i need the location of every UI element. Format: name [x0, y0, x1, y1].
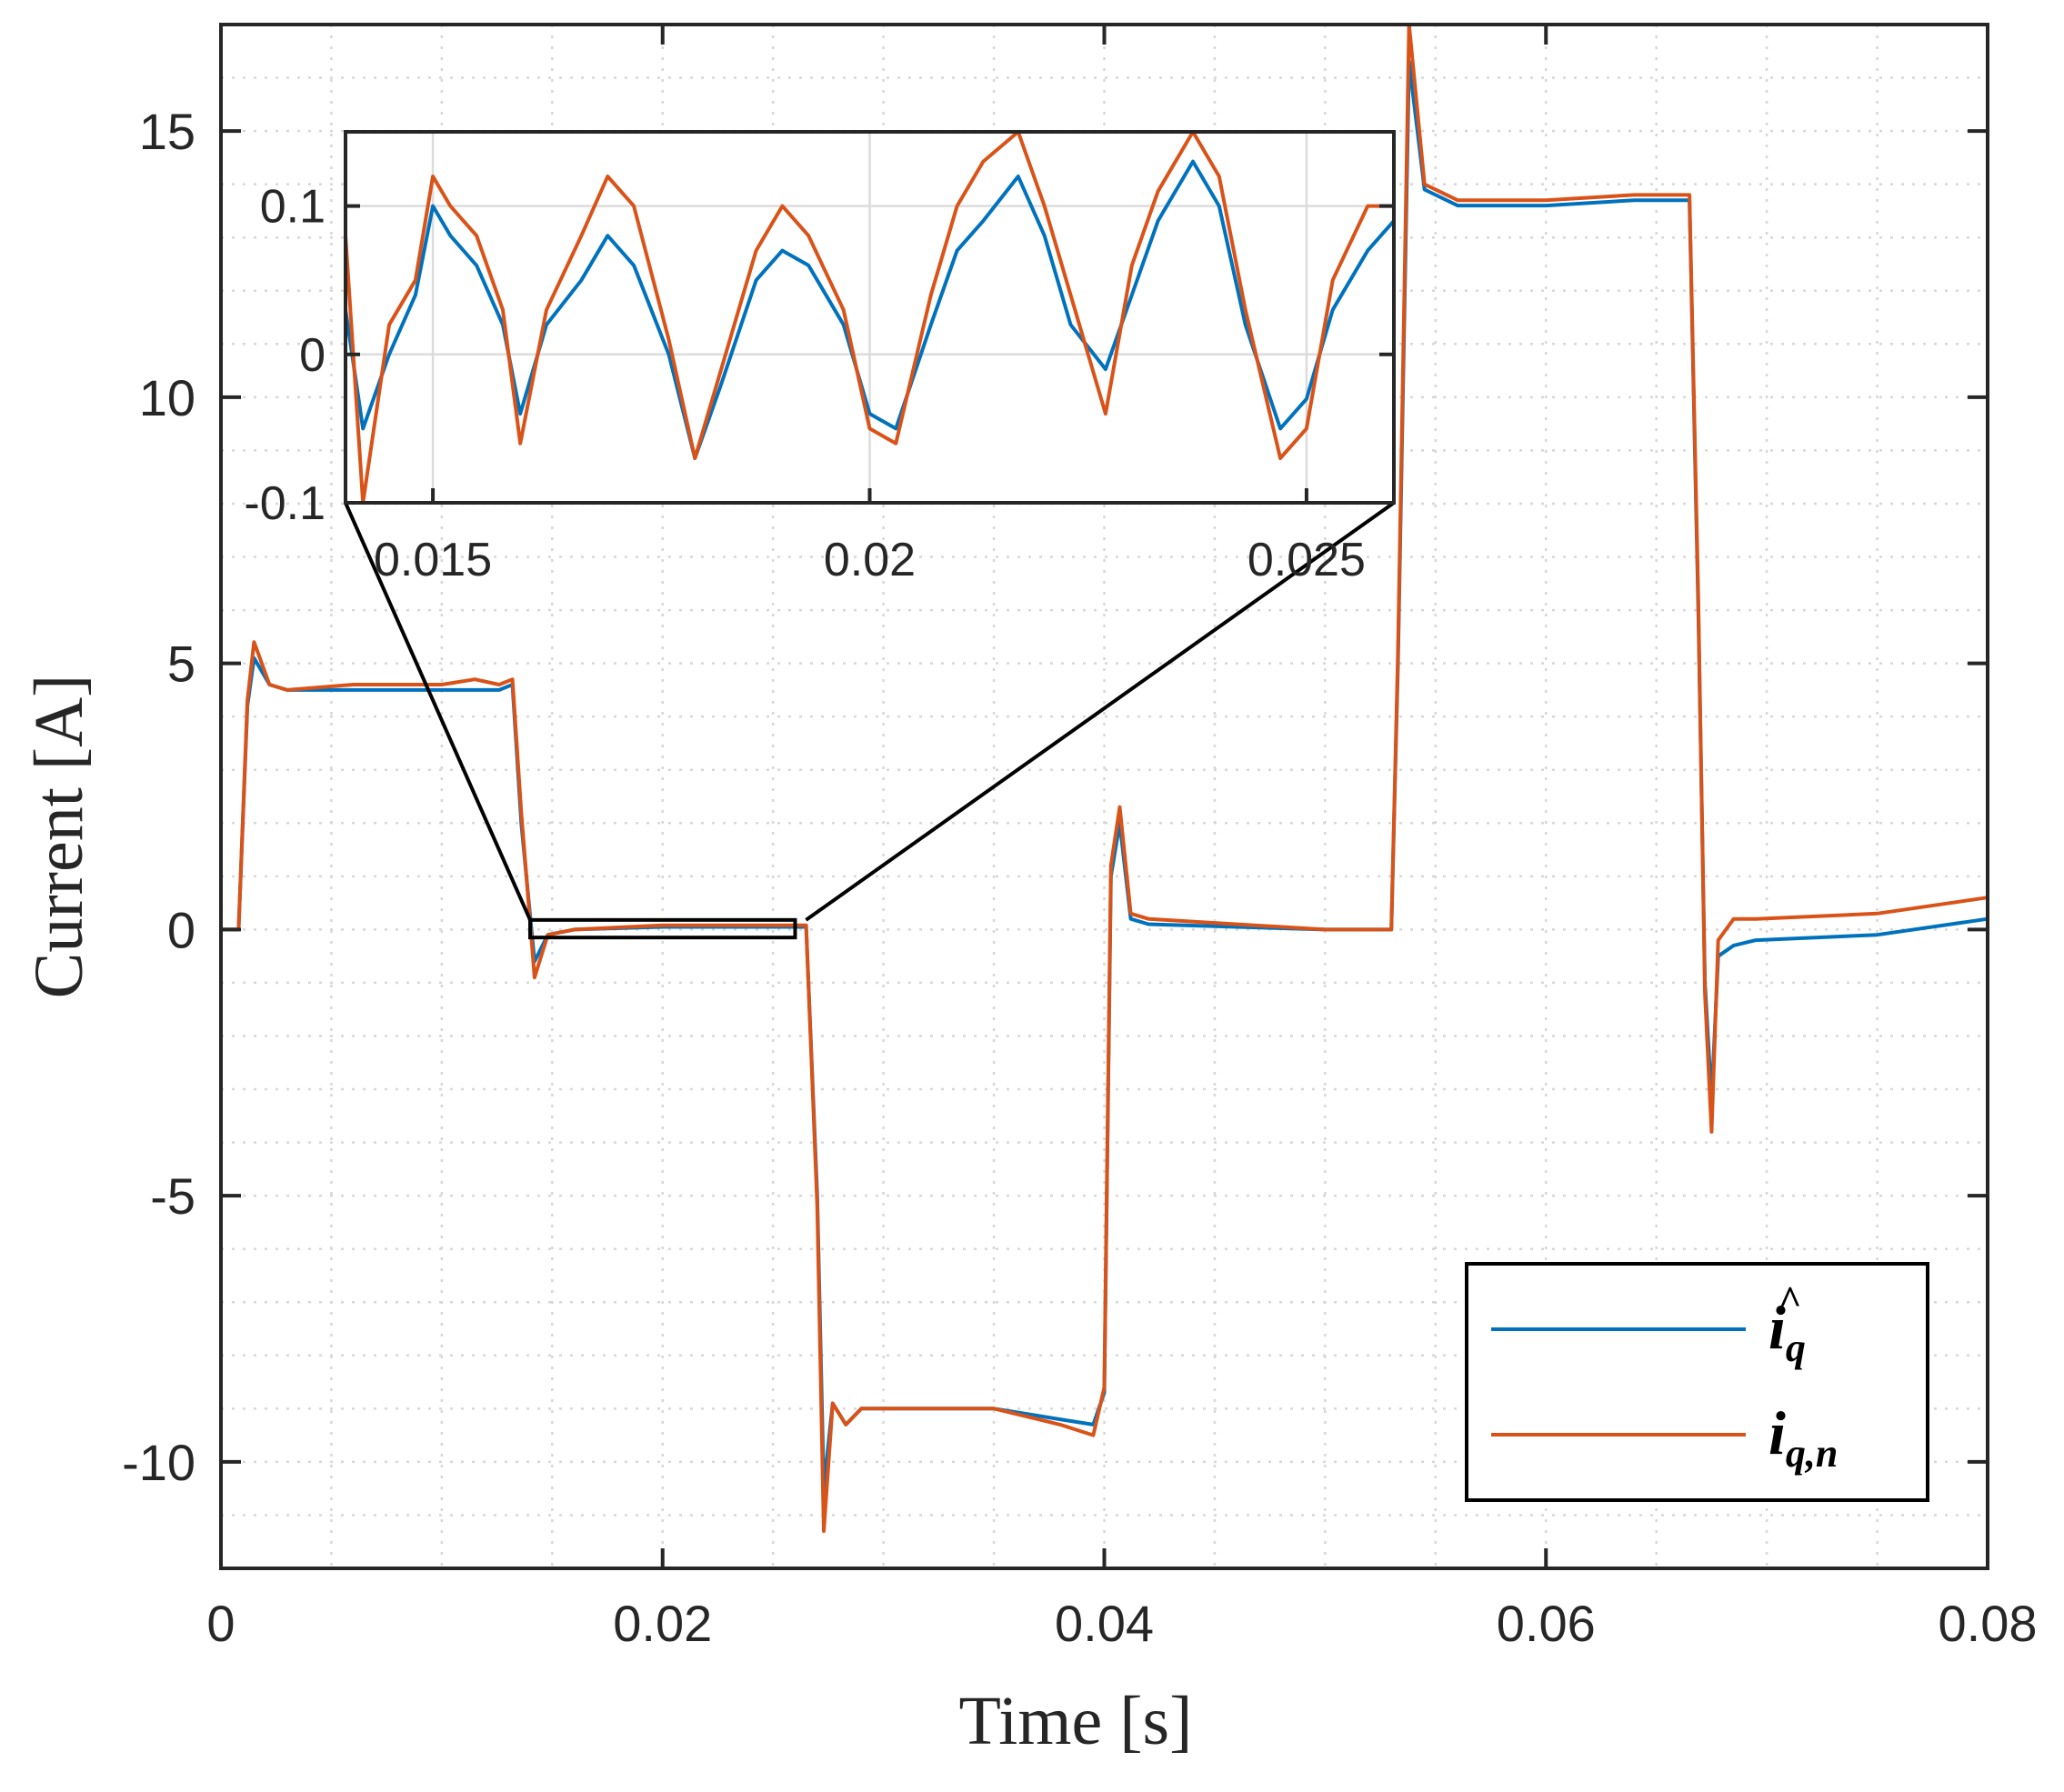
- legend-label-iqn: iq,n: [1768, 1398, 1838, 1476]
- zoom-annotation: [344, 501, 1396, 940]
- series-line-1: [221, 23, 1989, 1533]
- inset-y-tick-label: 0.1: [260, 181, 326, 234]
- y-tick-label: -5: [150, 1167, 195, 1225]
- legend-box: [1465, 1262, 1929, 1502]
- x-tick-label: 0.04: [1055, 1595, 1154, 1652]
- y-tick-label: 5: [167, 636, 195, 693]
- inset-x-tick-label: 0.015: [374, 534, 492, 586]
- x-tick-label: 0.06: [1497, 1595, 1596, 1652]
- inset-series-group: [344, 130, 1396, 505]
- x-tick-label: 0.08: [1939, 1595, 2038, 1652]
- y-axis-title: Current [A]: [21, 675, 97, 999]
- legend-label-iqn-main: i: [1768, 1398, 1786, 1467]
- x-tick-label: 0.02: [613, 1595, 712, 1652]
- inset-tick-labels: 0.015 0.02 0.025 -0.1 0 0.1: [244, 181, 1366, 586]
- x-axis-title: Time [s]: [959, 1683, 1193, 1759]
- legend-hat-mark: ^: [1778, 1278, 1802, 1323]
- inset-x-tick-label: 0.025: [1247, 534, 1366, 586]
- main-ticks: [219, 25, 1989, 1568]
- main-tick-labels: 0 0.02 0.04 0.06 0.08 -10 -5 0 5 10 15: [122, 103, 2037, 1652]
- inset-series-line-0: [344, 159, 1396, 460]
- inset-y-tick-label: 0: [299, 329, 326, 382]
- main-series-group: [221, 23, 1989, 1533]
- x-tick-label: 0: [206, 1595, 235, 1652]
- zoom-connector-left: [344, 502, 532, 921]
- y-tick-label: 15: [139, 103, 195, 160]
- zoom-connector-right: [805, 501, 1396, 922]
- legend-label-iq-hat-main: i: [1768, 1293, 1786, 1362]
- legend-label-iqn-sub: q,n: [1786, 1431, 1838, 1476]
- legend-label-iq-hat: iq: [1768, 1293, 1806, 1370]
- inset-series-line-1: [344, 130, 1394, 505]
- inset-x-tick-label: 0.02: [824, 534, 916, 586]
- zoom-box: [528, 917, 797, 940]
- y-tick-label: -10: [122, 1434, 195, 1491]
- inset-ticks: [346, 204, 1394, 505]
- y-tick-label: 10: [139, 369, 195, 426]
- inset-plot: 0.015 0.02 0.025 -0.1 0 0.1: [244, 130, 1396, 586]
- inset-y-tick-label: -0.1: [244, 477, 326, 530]
- legend: iq ^ iq,n: [1465, 1262, 1929, 1502]
- legend-label-iq-hat-sub: q: [1786, 1326, 1806, 1370]
- y-tick-label: 0: [167, 901, 195, 958]
